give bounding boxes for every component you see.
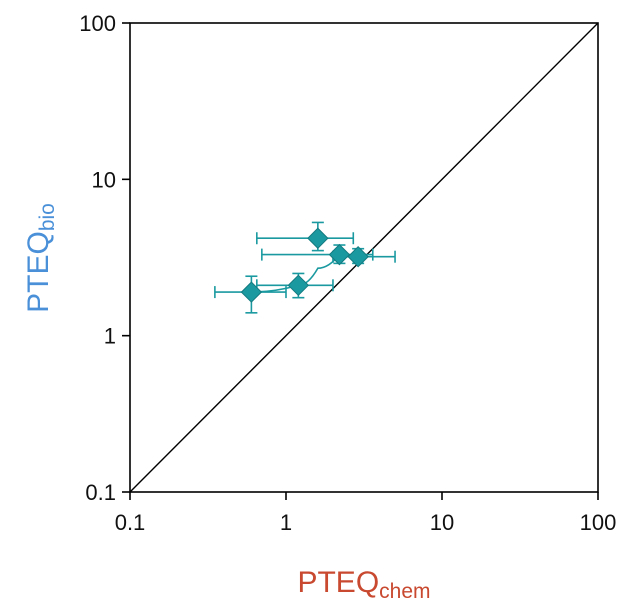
x-tick-label: 10 xyxy=(430,510,454,535)
data-point-diamond xyxy=(328,243,351,266)
data-point-diamond xyxy=(240,281,263,303)
x-axis-label: PTEQchem xyxy=(297,566,430,603)
data-point-diamond xyxy=(307,227,329,249)
y-tick-label: 100 xyxy=(79,11,116,36)
x-tick-label: 1 xyxy=(280,510,292,535)
x-tick-label: 0.1 xyxy=(115,510,146,535)
data-point-diamond xyxy=(287,274,310,297)
axes xyxy=(122,22,599,500)
data-point-diamond xyxy=(347,245,369,268)
y-tick-label: 0.1 xyxy=(85,480,116,505)
tick-labels: 0.1 1 10 100 0.1 1 10 100 xyxy=(79,11,616,535)
axis-labels: PTEQchem PTEQbio xyxy=(22,203,431,603)
y-tick-label: 1 xyxy=(104,324,116,349)
y-tick-label: 10 xyxy=(92,167,116,192)
x-tick-label: 100 xyxy=(580,510,617,535)
plot-frame xyxy=(129,22,599,493)
data-points xyxy=(240,227,369,303)
error-bars xyxy=(214,221,396,314)
y-axis-label: PTEQbio xyxy=(22,203,59,313)
